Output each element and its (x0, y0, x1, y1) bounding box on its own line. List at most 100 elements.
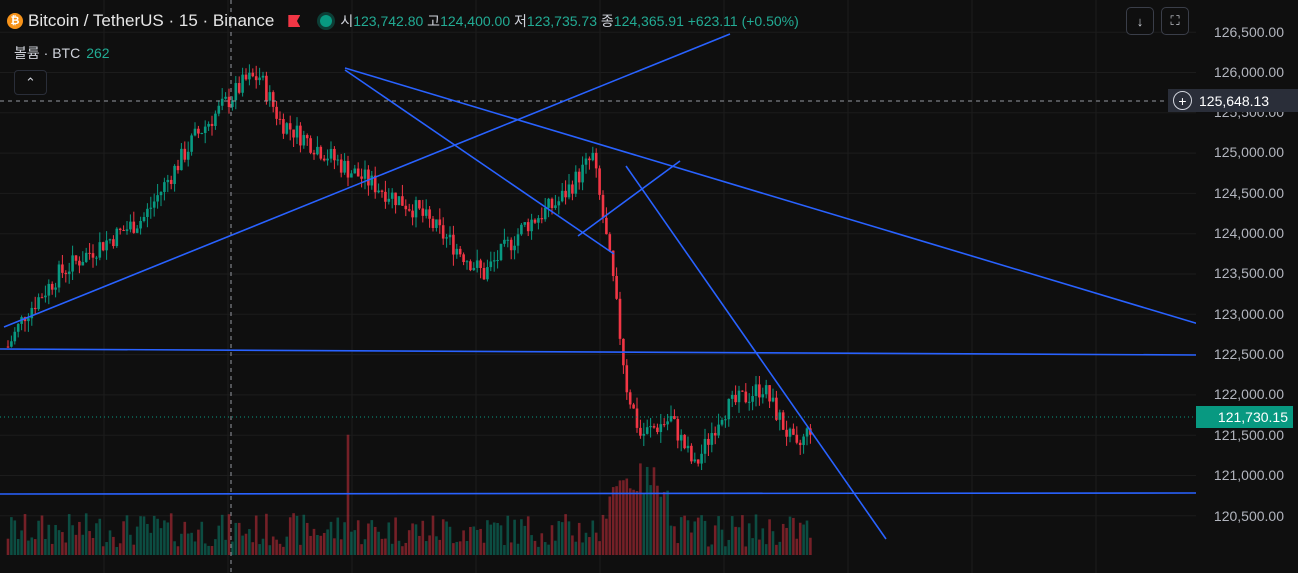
candle-body (611, 250, 615, 276)
volume-bar (343, 522, 346, 555)
candle-body (649, 426, 652, 428)
volume-bar (557, 521, 561, 555)
candle-body (183, 148, 187, 160)
volume-bar (244, 533, 248, 555)
candle-body (520, 224, 523, 235)
candle-body (231, 100, 234, 108)
candle-body (744, 391, 748, 403)
volume-bar (550, 525, 554, 555)
candle-body (152, 201, 156, 208)
volume-bar (251, 542, 255, 555)
volume-bar (489, 524, 493, 555)
candle-body (50, 283, 54, 290)
crosshair-plus-icon[interactable]: + (1173, 91, 1192, 110)
candle-body (513, 245, 516, 251)
candle-body (244, 74, 248, 80)
candle-body (802, 436, 805, 446)
candle-body (690, 445, 693, 462)
volume-bar (265, 513, 268, 555)
candle-body (659, 424, 663, 433)
candle-body (642, 433, 646, 436)
candle-body (197, 128, 200, 134)
volume-bar (662, 491, 666, 555)
volume-bar (309, 535, 312, 555)
symbol-title[interactable]: Bitcoin / TetherUS · 15 · Binance (28, 11, 275, 30)
volume-bar (258, 544, 261, 555)
candle-body (693, 459, 697, 462)
volume-bar (401, 546, 404, 555)
volume-bar (713, 525, 717, 555)
fullscreen-button[interactable]: ⛶ (1161, 7, 1189, 35)
candle-body (146, 208, 149, 217)
candle-body (261, 75, 265, 78)
candle-body (764, 385, 768, 395)
volume-bar (448, 526, 452, 555)
candle-body (499, 243, 503, 261)
volume-legend[interactable]: 볼륨 · BTC 262 (14, 43, 110, 63)
volume-bar (156, 518, 159, 555)
collapse-legend-button[interactable]: ⌃ (14, 70, 47, 95)
volume-bar (16, 539, 20, 555)
trendline-drawing (344, 69, 615, 255)
candle-body (98, 242, 102, 258)
candle-body (217, 105, 221, 114)
candle-body (112, 239, 115, 247)
volume-bar (47, 524, 51, 555)
candle-body (275, 106, 278, 119)
volume-bar (326, 529, 329, 555)
volume-bar (397, 540, 401, 555)
price-axis[interactable]: 126,500.00 126,000.00 125,500.00 125,000… (1168, 0, 1298, 573)
volume-bar (241, 535, 244, 555)
volume-bar (720, 529, 724, 555)
candle-body (186, 151, 190, 160)
candle-body (679, 434, 683, 441)
volume-bar (285, 536, 289, 555)
volume-bar (686, 520, 690, 555)
chart-svg[interactable] (0, 0, 1196, 573)
volume-bar (95, 523, 98, 555)
volume-bar (462, 530, 465, 555)
candle-body (350, 173, 353, 178)
crosshair-price-label[interactable]: + 125,648.13 (1168, 89, 1298, 112)
candle-body (302, 135, 306, 146)
candle-body (727, 398, 731, 420)
candle-body (486, 267, 489, 280)
candle-body (469, 261, 472, 271)
candle-body (458, 248, 462, 255)
volume-bar (418, 535, 421, 555)
candle-body (105, 240, 108, 251)
candle-body (489, 261, 493, 268)
scroll-to-latest-button[interactable]: ↓ (1126, 7, 1154, 35)
volume-bar (431, 515, 435, 555)
candle-body (200, 133, 204, 135)
candle-body (741, 390, 744, 392)
candle-body (713, 433, 717, 436)
volume-bar (67, 514, 71, 555)
volume-bar (795, 538, 799, 555)
open-value: 123,742.80 (353, 13, 424, 29)
candle-body (656, 427, 659, 433)
volume-bar (734, 526, 737, 555)
candle-body (180, 148, 183, 171)
volume-bar (424, 541, 428, 555)
candle-body (560, 190, 564, 202)
candle-body (550, 198, 554, 208)
volume-bar (220, 514, 224, 555)
candle-body (64, 272, 68, 275)
candle-body (635, 408, 639, 428)
candle-body (734, 394, 737, 403)
candle-body (373, 175, 377, 193)
flag-icon[interactable] (288, 15, 301, 27)
candle-body (248, 72, 251, 80)
volume-bar (809, 537, 812, 555)
candle-body (628, 392, 632, 405)
volume-bar (615, 486, 618, 555)
chart-canvas[interactable]: ₿ Bitcoin / TetherUS · 15 · Binance 시123… (0, 0, 1196, 573)
candle-body (571, 184, 574, 194)
candle-body (237, 83, 241, 93)
volume-bar (142, 516, 146, 555)
candle-body (717, 424, 720, 436)
candle-body (418, 200, 421, 209)
volume-bar (703, 520, 707, 555)
candle-body (339, 159, 343, 173)
